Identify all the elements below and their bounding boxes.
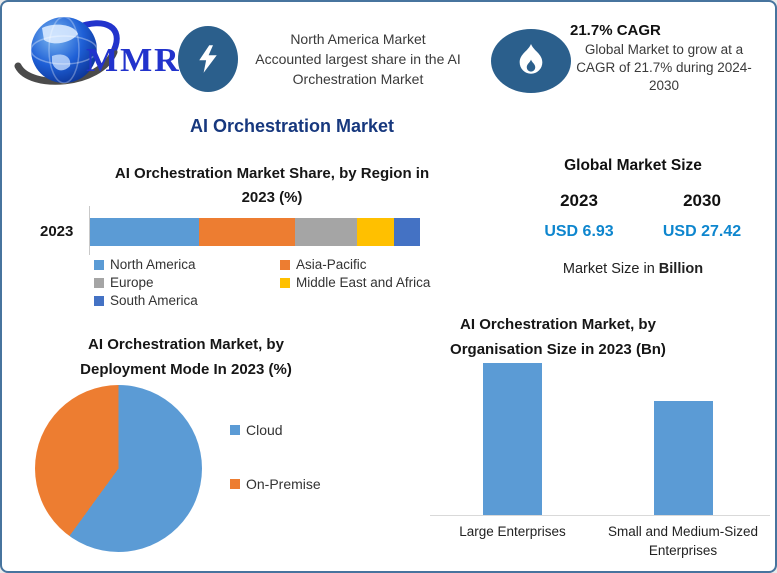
legend-marker-on-premise — [230, 479, 240, 489]
deployment-pie-chart — [35, 385, 202, 552]
legend-label: Europe — [110, 275, 154, 290]
region-row-label: 2023 — [40, 223, 74, 240]
market-size-title: Global Market Size — [564, 157, 702, 174]
region-chart-title: AI Orchestration Market Share, by Region… — [58, 162, 486, 210]
region-title-line1: AI Orchestration Market Share, by Region… — [114, 165, 430, 182]
caption-bold: Billion — [658, 261, 704, 277]
na-highlight-text: North America Market Accounted largest s… — [236, 29, 480, 89]
lightning-icon — [199, 45, 217, 73]
legend-item-south-america: South America — [94, 293, 280, 308]
flame-badge — [491, 29, 571, 93]
legend-marker-europe — [94, 277, 104, 288]
legend-marker-north-america — [94, 259, 104, 270]
globe-icon — [14, 16, 120, 85]
org-title-line1: AI Orchestration Market, by — [460, 316, 656, 333]
page-title: AI Orchestration Market — [189, 116, 395, 136]
legend-label: Cloud — [246, 422, 283, 438]
cagr-body: Global Market to grow at a CAGR of 21.7%… — [558, 41, 770, 95]
region-stacked-bar — [90, 218, 420, 246]
legend-item-middle-east-africa: Middle East and Africa — [280, 275, 466, 290]
org-title-line2: Organisation Size in 2023 (Bn) — [450, 341, 666, 358]
bar-segment-asia-pacific — [198, 218, 295, 246]
market-size-caption: Market Size in Billion — [499, 261, 767, 277]
lightning-badge — [178, 26, 238, 92]
logo-text: MMR — [86, 42, 181, 79]
cagr-line3: 2030 — [648, 78, 680, 93]
bar-large-enterprises — [483, 363, 542, 515]
mmr-logo: MMR — [14, 10, 184, 90]
legend-label: Middle East and Africa — [296, 275, 431, 290]
bar-segment-europe — [294, 218, 358, 246]
cagr-title: 21.7% CAGR — [570, 22, 661, 39]
legend-label: On-Premise — [246, 476, 321, 492]
legend-label: North America — [110, 257, 196, 272]
region-title-line2: 2023 (%) — [241, 189, 303, 206]
flame-icon — [519, 44, 543, 74]
legend-item-north-america: North America — [94, 257, 280, 272]
legend-item-cloud: Cloud — [230, 422, 283, 438]
bar-segment-south-america — [393, 218, 420, 246]
legend-marker-asia-pacific — [280, 259, 290, 270]
market-size-value: USD 6.93 — [544, 223, 614, 240]
org-chart-title: AI Orchestration Market, by Organisation… — [422, 312, 694, 362]
legend-marker-south-america — [94, 295, 104, 306]
x-label-large-enterprises: Large Enterprises — [459, 524, 566, 539]
market-size-year-2023: 2023 — [560, 191, 598, 210]
bar-segment-middle-east-africa — [357, 218, 394, 246]
pie-chart-title: AI Orchestration Market, by Deployment M… — [28, 332, 344, 382]
legend-label: Asia-Pacific — [296, 257, 367, 272]
na-line2: Accounted largest share in the AI — [255, 51, 461, 67]
legend-marker-cloud — [230, 425, 240, 435]
legend-marker-middle-east-africa — [280, 277, 290, 288]
market-size-value: USD 27.42 — [662, 223, 742, 240]
x-label-small-medium-enterprises: Small and Medium-Sized Enterprises — [607, 524, 759, 558]
cagr-line2: CAGR of 21.7% during 2024- — [576, 60, 752, 75]
pie-title-line2: Deployment Mode In 2023 (%) — [80, 361, 292, 378]
na-line1: North America Market — [290, 31, 426, 47]
cagr-highlight: 21.7% CAGR Global Market to grow at a CA… — [558, 22, 770, 95]
legend-item-on-premise: On-Premise — [230, 476, 321, 492]
legend-item-europe: Europe — [94, 275, 280, 290]
cagr-line1: Global Market to grow at a — [584, 42, 744, 57]
market-size-year-2030: 2030 — [683, 191, 721, 210]
region-y-axis-line — [89, 206, 90, 255]
legend-item-asia-pacific: Asia-Pacific — [280, 257, 466, 272]
bar-small-medium-enterprises — [654, 401, 713, 515]
legend-label: South America — [110, 293, 198, 308]
region-legend: North America Asia-Pacific Europe Middle… — [94, 257, 466, 308]
na-line3: Orchestration Market — [292, 71, 424, 87]
pie-title-line1: AI Orchestration Market, by — [88, 336, 284, 353]
org-chart-plot-area — [430, 357, 770, 516]
caption-prefix: Market Size in — [562, 261, 659, 277]
bar-segment-north-america — [90, 218, 199, 246]
